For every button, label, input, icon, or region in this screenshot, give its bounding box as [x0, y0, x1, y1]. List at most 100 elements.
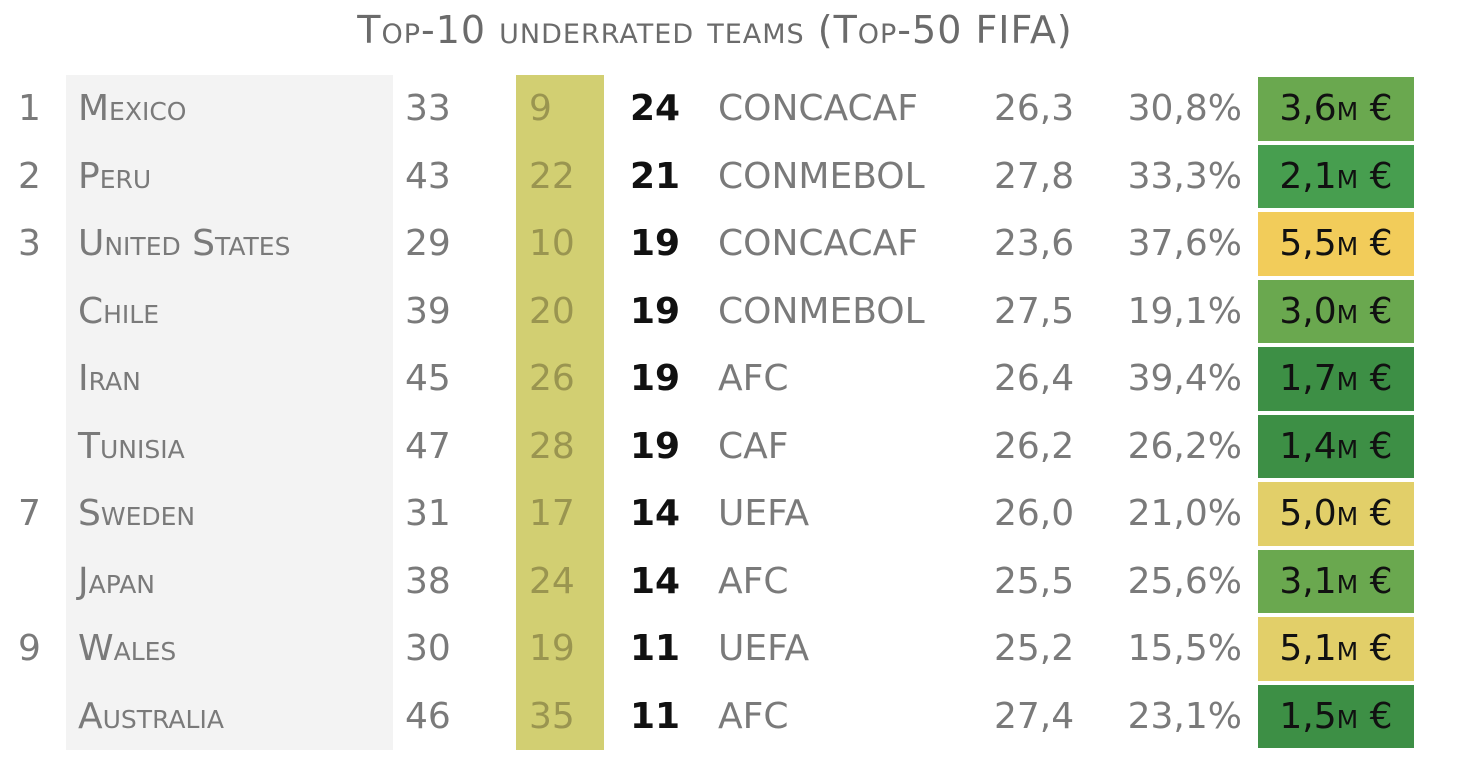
elo-rank-cell: 20 [529, 290, 575, 332]
table-row: Tunisia 47 28 19 CAF 26,2 26,2% 1,4m € [0, 413, 1430, 481]
average-age-cell: 27,5 [994, 290, 1075, 332]
fifa-rank-cell: 46 [405, 695, 451, 737]
country-cell: Mexico [78, 88, 187, 129]
country-cell: Chile [78, 290, 160, 332]
rank-difference-cell: 14 [629, 493, 681, 534]
rank-cell [18, 345, 58, 413]
market-value-cell: 1,5m € [1258, 684, 1414, 748]
table-row: 3 United States 29 10 19 CONCACAF 23,6 37,6% 5,5… [0, 210, 1430, 278]
confederation-cell: CONMEBOL [718, 290, 925, 332]
market-value-cell: 3,0m € [1258, 279, 1414, 343]
average-age-cell: 26,3 [994, 88, 1075, 129]
elo-rank-cell: 35 [529, 695, 575, 737]
percentage-cell: 37,6% [1127, 223, 1242, 264]
rank-difference-cell: 19 [629, 425, 681, 467]
fifa-rank-cell: 47 [405, 425, 451, 467]
country-cell: Sweden [78, 493, 196, 534]
rank-difference-cell: 14 [629, 560, 681, 602]
fifa-rank-cell: 45 [405, 358, 451, 399]
table-row: 1 Mexico 33 9 24 CONCACAF 26,3 30,8% 3,6m € [0, 75, 1430, 143]
market-value-cell: 5,1m € [1258, 617, 1414, 681]
fifa-rank-cell: 39 [405, 290, 451, 332]
fifa-rank-cell: 29 [405, 223, 451, 264]
rank-cell: 1 [18, 88, 41, 129]
market-value-cell: 5,5m € [1258, 212, 1414, 276]
table-row: Australia 46 35 11 AFC 27,4 23,1% 1,5m € [0, 683, 1430, 751]
rank-difference-cell: 19 [629, 290, 681, 332]
average-age-cell: 26,2 [994, 425, 1075, 467]
rank-cell: 2 [18, 155, 41, 197]
percentage-cell: 23,1% [1127, 695, 1242, 737]
average-age-cell: 26,4 [994, 358, 1075, 399]
market-value-cell: 2,1m € [1258, 144, 1414, 208]
fifa-rank-cell: 30 [405, 628, 451, 669]
rank-cell [18, 278, 58, 346]
table-row: Iran 45 26 19 AFC 26,4 39,4% 1,7m € [0, 345, 1430, 413]
country-column-background [66, 75, 393, 750]
table-row: Japan 38 24 14 AFC 25,5 25,6% 3,1m € [0, 548, 1430, 616]
percentage-cell: 30,8% [1127, 88, 1242, 129]
rank-cell: 9 [18, 628, 41, 669]
rank-cell [18, 413, 58, 481]
elo-rank-cell: 24 [529, 560, 575, 602]
country-cell: Peru [78, 155, 152, 197]
confederation-cell: AFC [718, 358, 789, 399]
confederation-cell: CONMEBOL [718, 155, 925, 197]
rank-cell [18, 683, 58, 751]
market-value-cell: 5,0m € [1258, 482, 1414, 546]
market-value-cell: 3,1m € [1258, 549, 1414, 613]
average-age-cell: 27,8 [994, 155, 1075, 197]
confederation-cell: AFC [718, 560, 789, 602]
elo-rank-cell: 26 [529, 358, 575, 399]
table-row: 7 Sweden 31 17 14 UEFA 26,0 21,0% 5,0m € [0, 480, 1430, 548]
confederation-cell: AFC [718, 695, 789, 737]
table-row: 2 Peru 43 22 21 CONMEBOL 27,8 33,3% 2,1m € [0, 143, 1430, 211]
elo-rank-cell: 28 [529, 425, 575, 467]
elo-rank-cell: 22 [529, 155, 575, 197]
percentage-cell: 26,2% [1127, 425, 1242, 467]
elo-rank-cell: 9 [529, 88, 552, 129]
average-age-cell: 23,6 [994, 223, 1075, 264]
rank-difference-cell: 19 [629, 358, 681, 399]
elo-rank-cell: 17 [529, 493, 575, 534]
fifa-rank-cell: 43 [405, 155, 451, 197]
country-cell: Japan [78, 560, 155, 602]
percentage-cell: 25,6% [1127, 560, 1242, 602]
average-age-cell: 27,4 [994, 695, 1075, 737]
confederation-cell: UEFA [718, 628, 810, 669]
market-value-cell: 1,4m € [1258, 414, 1414, 478]
percentage-cell: 39,4% [1127, 358, 1242, 399]
elo-rank-cell: 19 [529, 628, 575, 669]
percentage-cell: 21,0% [1127, 493, 1242, 534]
market-value-cell: 3,6m € [1258, 77, 1414, 141]
confederation-cell: CONCACAF [718, 223, 919, 264]
average-age-cell: 25,5 [994, 560, 1075, 602]
percentage-cell: 15,5% [1127, 628, 1242, 669]
confederation-cell: CAF [718, 425, 789, 467]
rank-difference-cell: 11 [629, 628, 681, 669]
market-value-cell: 1,7m € [1258, 347, 1414, 411]
fifa-rank-cell: 31 [405, 493, 451, 534]
rank-cell: 7 [18, 493, 41, 534]
fifa-rank-cell: 33 [405, 88, 451, 129]
rank-cell [18, 548, 58, 616]
average-age-cell: 25,2 [994, 628, 1075, 669]
average-age-cell: 26,0 [994, 493, 1075, 534]
elo-rank-cell: 10 [529, 223, 575, 264]
rank-difference-cell: 21 [629, 155, 681, 197]
confederation-cell: CONCACAF [718, 88, 919, 129]
rank-difference-cell: 11 [629, 695, 681, 737]
country-cell: Wales [78, 628, 177, 669]
fifa-rank-cell: 38 [405, 560, 451, 602]
country-cell: Australia [78, 695, 224, 737]
country-cell: United States [78, 223, 291, 264]
table-row: 9 Wales 30 19 11 UEFA 25,2 15,5% 5,1m € [0, 615, 1430, 683]
table-row: Chile 39 20 19 CONMEBOL 27,5 19,1% 3,0m € [0, 278, 1430, 346]
elo-column-background [516, 75, 604, 750]
rank-difference-cell: 24 [629, 88, 681, 129]
chart-title: Top-10 underrated teams (Top-50 FIFA) [357, 8, 1073, 52]
confederation-cell: UEFA [718, 493, 810, 534]
rank-difference-cell: 19 [629, 223, 681, 264]
percentage-cell: 33,3% [1127, 155, 1242, 197]
percentage-cell: 19,1% [1127, 290, 1242, 332]
